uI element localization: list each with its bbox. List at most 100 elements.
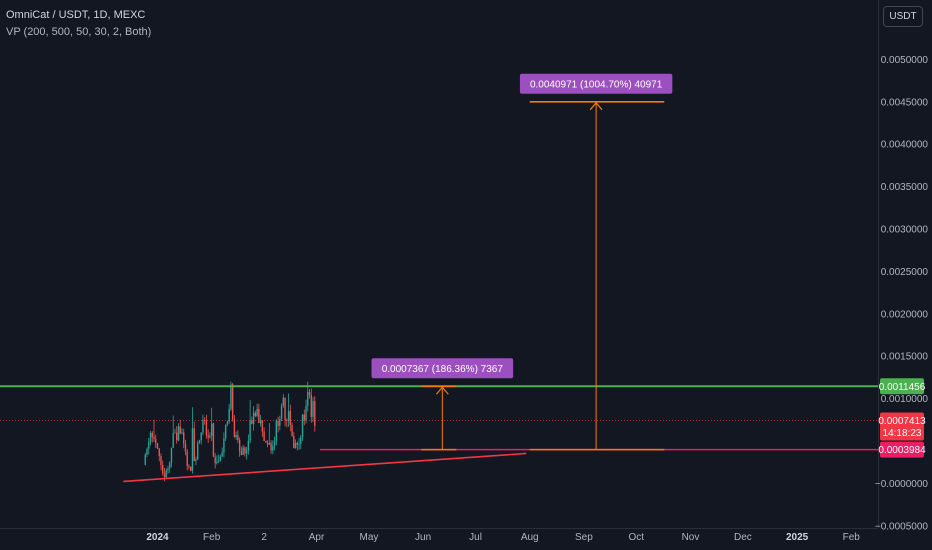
time-tick-label: Feb [203, 532, 221, 543]
currency-button[interactable]: USDT [883, 6, 923, 27]
price-tick-label: 0.0020000 [881, 309, 929, 320]
candle-body [286, 420, 288, 422]
candle-body [156, 443, 159, 449]
time-tick-label: Jun [415, 532, 431, 543]
candle-body [284, 397, 286, 421]
candle-body [190, 466, 192, 471]
candle-body [162, 465, 164, 474]
candle-body [176, 432, 178, 441]
candle-body [163, 473, 166, 478]
candle-body [224, 424, 227, 439]
candle-body [170, 447, 173, 463]
candle-body [261, 420, 264, 432]
candle-body [296, 443, 298, 445]
candle-body [247, 440, 250, 451]
candle-body [238, 439, 241, 452]
price-tick-label: −0.0000000 [875, 479, 929, 490]
time-tick-label: 2025 [786, 532, 809, 543]
candle-body [217, 460, 220, 462]
volume-profile-indicator-label[interactable]: VP (200, 500, 50, 30, 2, Both) [6, 26, 152, 38]
candle-body [268, 442, 271, 445]
candle-body [256, 408, 258, 417]
candle-body [203, 419, 206, 421]
candle-body [265, 440, 267, 443]
candle-body [174, 432, 176, 434]
candle-body [216, 461, 218, 464]
candle-body [160, 456, 162, 466]
price-tick-label: 0.0035000 [881, 182, 929, 193]
candle-body [235, 435, 237, 438]
time-tick-label: May [359, 532, 378, 543]
price-tick-label: −0.0005000 [875, 521, 929, 532]
candle-body [237, 435, 239, 440]
candle-body [303, 414, 305, 421]
candle-body [179, 426, 181, 434]
candle-body [240, 451, 243, 455]
price-tick-label: 0.0040000 [881, 140, 929, 151]
candle-body [308, 392, 311, 395]
time-tick-label: 2 [261, 532, 267, 543]
candle-body [252, 412, 255, 425]
candle-body [273, 440, 276, 446]
candle-body [212, 423, 215, 457]
candle-body [193, 428, 195, 461]
candle-body [167, 468, 169, 471]
candle-body [251, 420, 253, 425]
candle-body [223, 438, 225, 453]
time-tick-label: Jul [469, 532, 482, 543]
candle-body [207, 435, 209, 438]
candle-body [294, 443, 297, 448]
candle-body [242, 447, 244, 455]
support-price-tag-box [880, 441, 924, 458]
candle-body [305, 405, 307, 421]
candle-body [151, 432, 153, 437]
candle-body [219, 456, 222, 461]
candle-body [293, 436, 295, 448]
time-tick-label: Oct [629, 532, 645, 543]
target-label: 0.0040971 (1004.70%) 40971 [530, 79, 663, 90]
resistance-price-tag-text: 0.0011456 [879, 382, 926, 393]
price-tick-label: 0.0045000 [881, 97, 929, 108]
candle-body [181, 432, 183, 434]
candle-body [209, 435, 211, 438]
candle-body [314, 401, 316, 427]
candle-body [301, 414, 304, 438]
candle-body [291, 425, 293, 437]
candle-body [228, 408, 230, 422]
price-tick-label: 0.0010000 [881, 394, 929, 405]
candle-body [277, 420, 279, 426]
candle-body [183, 432, 185, 444]
candle-body [233, 419, 236, 438]
target-label-box [519, 73, 673, 94]
candle-body [270, 442, 272, 451]
candle-body [300, 437, 302, 444]
candle-body [287, 410, 290, 421]
candle-body [202, 419, 204, 433]
candle-body [279, 419, 281, 426]
ascending-trendline [123, 452, 527, 483]
candle-body [200, 432, 202, 441]
time-tick-label: Aug [521, 532, 539, 543]
candle-body [307, 392, 309, 406]
current-price-tag-text: 0.0007413 [878, 416, 926, 427]
current-price-tag-box [880, 412, 924, 441]
candle-body [254, 412, 257, 417]
candle-body [186, 451, 188, 467]
candle-body [177, 426, 180, 441]
candle-body [198, 440, 201, 443]
candle-body [210, 423, 213, 436]
candle-body [312, 401, 314, 417]
candle-body [144, 454, 146, 465]
candle-body [158, 448, 160, 457]
candle-body [195, 459, 197, 461]
candle-body [205, 420, 208, 436]
time-tick-label: Feb [843, 532, 861, 543]
resistance-price-tag-box [880, 378, 924, 395]
candle-body [165, 470, 167, 478]
candle-body [221, 452, 223, 457]
candle-body [244, 447, 246, 454]
target-label-box [371, 358, 514, 379]
price-tick-label: 0.0050000 [881, 55, 929, 66]
